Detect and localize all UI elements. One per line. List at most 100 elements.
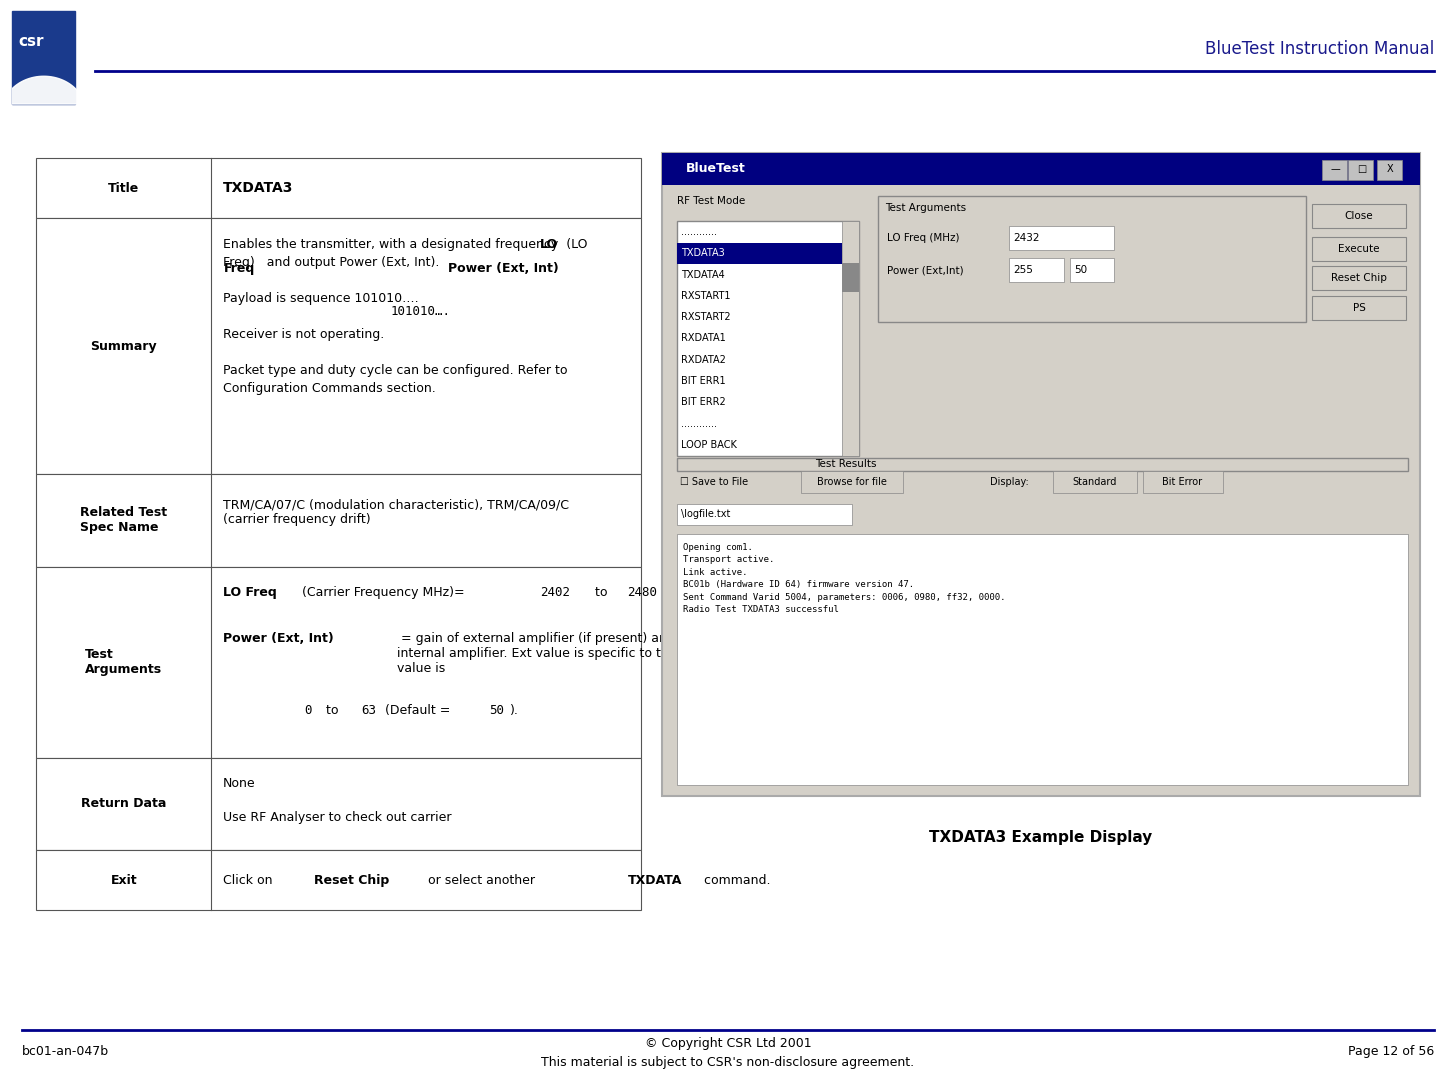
Text: ☐ Save to File: ☐ Save to File <box>680 476 748 487</box>
Text: X: X <box>1388 164 1393 174</box>
Text: BIT ERR1: BIT ERR1 <box>681 376 727 386</box>
Text: TRM/CA/07/C (modulation characteristic), TRM/CA/09/C
(carrier frequency drift): TRM/CA/07/C (modulation characteristic),… <box>223 498 569 526</box>
Text: ............: ............ <box>681 227 718 237</box>
Text: TXDATA: TXDATA <box>628 874 681 886</box>
Text: 2432: 2432 <box>1013 232 1040 243</box>
Text: Test Arguments: Test Arguments <box>885 203 967 213</box>
Text: Opening com1.
Transport active.
Link active.
BC01b (Hardware ID 64) firmware ver: Opening com1. Transport active. Link act… <box>683 543 1005 615</box>
Text: or select another: or select another <box>424 874 539 886</box>
Text: TXDATA3: TXDATA3 <box>223 181 293 195</box>
Bar <box>1312 296 1406 320</box>
Text: to: to <box>322 704 342 717</box>
Text: 101010….: 101010…. <box>390 305 450 318</box>
Bar <box>36 158 641 218</box>
Bar <box>842 264 859 292</box>
Text: © Copyright CSR Ltd 2001: © Copyright CSR Ltd 2001 <box>645 1037 811 1050</box>
Bar <box>842 221 859 456</box>
Bar <box>677 221 859 456</box>
Text: BIT ERR2: BIT ERR2 <box>681 398 727 408</box>
Text: □: □ <box>1357 164 1366 174</box>
Text: Test Results: Test Results <box>815 459 877 470</box>
Text: 255: 255 <box>1013 265 1034 276</box>
Text: Return Data: Return Data <box>82 798 166 810</box>
Text: 63: 63 <box>361 704 376 717</box>
Text: Power (Ext, Int): Power (Ext, Int) <box>223 632 333 645</box>
Bar <box>1312 204 1406 228</box>
Bar <box>1070 258 1114 282</box>
Text: PS: PS <box>1353 303 1366 314</box>
Bar <box>1053 471 1137 493</box>
Bar <box>1377 160 1402 180</box>
Text: LO Freq (MHz): LO Freq (MHz) <box>887 232 960 243</box>
Text: Page 12 of 56: Page 12 of 56 <box>1348 1045 1434 1058</box>
Text: Enables the transmitter, with a designated frequency  (LO
Freq)   and output Pow: Enables the transmitter, with a designat… <box>223 238 587 395</box>
Text: None

Use RF Analyser to check out carrier: None Use RF Analyser to check out carrie… <box>223 777 451 824</box>
Text: Title: Title <box>108 182 140 194</box>
Bar <box>677 243 842 264</box>
Text: Related Test
Spec Name: Related Test Spec Name <box>80 507 167 534</box>
Text: (Carrier Frequency MHz)=: (Carrier Frequency MHz)= <box>298 586 469 600</box>
Text: LO Freq: LO Freq <box>223 586 277 600</box>
Bar <box>1009 258 1064 282</box>
Text: Reset Chip: Reset Chip <box>1331 272 1388 283</box>
Text: LOOP BACK: LOOP BACK <box>681 440 737 450</box>
Text: Test
Arguments: Test Arguments <box>86 649 162 676</box>
Bar <box>677 458 1408 471</box>
Bar <box>801 471 903 493</box>
Text: Summary: Summary <box>90 340 157 352</box>
Text: 2480: 2480 <box>628 586 658 600</box>
Text: RXSTART2: RXSTART2 <box>681 312 731 323</box>
Bar <box>677 534 1408 785</box>
Text: (Default =: (Default = <box>381 704 454 717</box>
Text: BlueTest Instruction Manual: BlueTest Instruction Manual <box>1206 40 1434 58</box>
Text: RXDATA1: RXDATA1 <box>681 334 727 343</box>
Text: TXDATA4: TXDATA4 <box>681 269 725 279</box>
Text: Display:: Display: <box>990 476 1029 487</box>
Bar <box>36 474 641 567</box>
Text: 2402: 2402 <box>540 586 571 600</box>
Text: Power (Ext,Int): Power (Ext,Int) <box>887 265 964 276</box>
Bar <box>36 567 641 758</box>
Text: —: — <box>1331 164 1340 174</box>
Bar <box>36 758 641 850</box>
Text: to: to <box>591 586 612 600</box>
Bar <box>677 504 852 525</box>
Text: Bit Error: Bit Error <box>1162 476 1203 487</box>
Text: Power (Ext, Int): Power (Ext, Int) <box>448 262 559 275</box>
Text: \logfile.txt: \logfile.txt <box>681 509 731 520</box>
Text: LO: LO <box>540 238 558 251</box>
Text: Execute: Execute <box>1338 243 1380 254</box>
Text: TXDATA3 Example Display: TXDATA3 Example Display <box>929 829 1153 845</box>
Bar <box>1322 160 1347 180</box>
Text: TXDATA3: TXDATA3 <box>681 249 725 258</box>
Text: csr: csr <box>17 34 44 49</box>
Text: bc01-an-047b: bc01-an-047b <box>22 1045 109 1058</box>
Bar <box>36 218 641 474</box>
Text: RF Test Mode: RF Test Mode <box>677 196 745 206</box>
Bar <box>1009 226 1114 250</box>
Bar <box>1143 471 1223 493</box>
Bar <box>662 153 1420 185</box>
Text: 50: 50 <box>489 704 504 717</box>
Text: RXSTART1: RXSTART1 <box>681 291 731 301</box>
Bar <box>12 11 76 104</box>
Bar <box>1348 160 1373 180</box>
Text: command.: command. <box>700 874 770 886</box>
Text: Click on: Click on <box>223 874 277 886</box>
Text: = gain of external amplifier (if present) and
internal amplifier. Ext value is s: = gain of external amplifier (if present… <box>397 632 770 675</box>
Text: Freq: Freq <box>224 262 255 275</box>
Text: 0: 0 <box>304 704 312 717</box>
Text: 50: 50 <box>1075 265 1088 276</box>
Text: BlueTest: BlueTest <box>686 162 745 175</box>
Text: Exit: Exit <box>111 874 137 886</box>
Text: Reset Chip: Reset Chip <box>314 874 390 886</box>
Bar <box>662 153 1420 796</box>
Text: Browse for file: Browse for file <box>817 476 887 487</box>
Bar <box>36 850 641 910</box>
Text: Close: Close <box>1345 210 1373 221</box>
Bar <box>878 196 1306 322</box>
Text: Standard: Standard <box>1073 476 1117 487</box>
Bar <box>1312 266 1406 290</box>
Text: This material is subject to CSR's non-disclosure agreement.: This material is subject to CSR's non-di… <box>542 1056 914 1069</box>
Text: ............: ............ <box>681 419 718 428</box>
